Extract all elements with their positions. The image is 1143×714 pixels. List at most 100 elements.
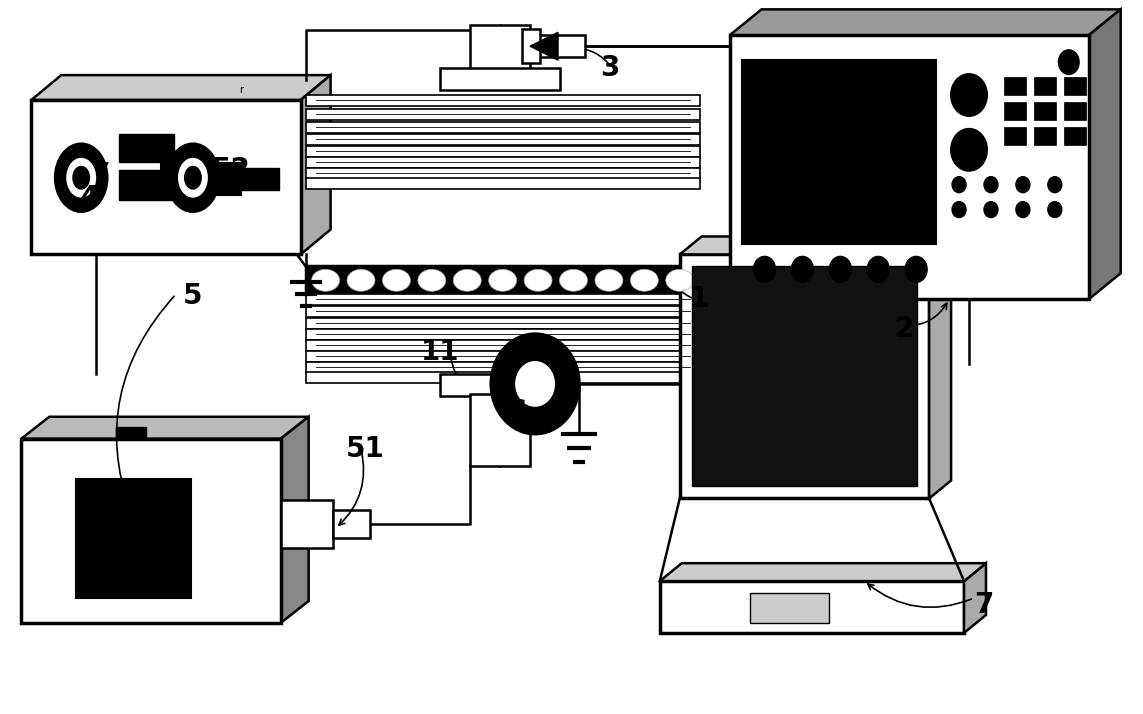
Bar — [31, 100, 301, 254]
Bar — [1004, 77, 1026, 95]
Ellipse shape — [55, 144, 107, 211]
Polygon shape — [22, 417, 309, 438]
Ellipse shape — [1048, 176, 1062, 193]
Ellipse shape — [489, 269, 517, 291]
Bar — [440, 68, 560, 90]
Bar — [1034, 127, 1056, 145]
Ellipse shape — [952, 201, 966, 218]
Text: 3: 3 — [600, 54, 620, 82]
Bar — [305, 122, 700, 133]
Bar — [305, 362, 700, 373]
Bar — [117, 427, 146, 437]
Ellipse shape — [525, 269, 552, 291]
Ellipse shape — [791, 256, 814, 282]
Ellipse shape — [491, 334, 580, 433]
Bar — [305, 95, 700, 106]
Polygon shape — [660, 563, 986, 581]
Bar — [305, 318, 700, 329]
Ellipse shape — [1048, 201, 1062, 218]
Bar — [660, 581, 964, 633]
Ellipse shape — [868, 256, 889, 282]
Bar — [22, 438, 281, 623]
Ellipse shape — [167, 144, 218, 211]
Bar — [470, 394, 530, 466]
Ellipse shape — [184, 166, 202, 190]
Bar — [305, 134, 700, 145]
Text: 7: 7 — [974, 591, 993, 619]
Bar — [750, 593, 830, 623]
Bar — [305, 157, 700, 168]
Ellipse shape — [665, 269, 694, 291]
Ellipse shape — [66, 158, 96, 198]
Polygon shape — [1089, 9, 1120, 299]
Bar — [1004, 127, 1026, 145]
Ellipse shape — [984, 201, 998, 218]
Bar — [305, 109, 700, 120]
Ellipse shape — [951, 74, 988, 116]
Text: 2: 2 — [895, 315, 914, 343]
Bar — [305, 294, 700, 305]
Bar — [729, 35, 1089, 299]
Bar — [530, 35, 585, 57]
Ellipse shape — [1058, 50, 1079, 74]
Text: r: r — [239, 85, 242, 95]
Bar — [305, 372, 700, 383]
Ellipse shape — [383, 269, 410, 291]
Ellipse shape — [178, 158, 208, 198]
Ellipse shape — [596, 269, 623, 291]
Ellipse shape — [1016, 201, 1030, 218]
Bar — [305, 340, 700, 351]
Bar — [77, 478, 191, 598]
Ellipse shape — [515, 361, 555, 407]
Polygon shape — [530, 32, 558, 60]
Bar — [241, 168, 279, 190]
Bar — [742, 60, 936, 244]
Bar — [281, 501, 333, 548]
Bar — [470, 25, 530, 75]
Bar — [119, 134, 174, 162]
Bar — [522, 29, 541, 63]
Ellipse shape — [312, 269, 339, 291]
Text: 5: 5 — [183, 282, 202, 311]
Polygon shape — [929, 236, 951, 498]
Polygon shape — [301, 75, 330, 254]
Bar — [119, 170, 174, 200]
Bar — [161, 163, 241, 195]
Bar — [333, 511, 370, 538]
Bar — [305, 146, 700, 157]
Bar — [305, 168, 700, 178]
Text: 1: 1 — [690, 285, 710, 313]
Bar — [305, 178, 700, 188]
Polygon shape — [680, 254, 929, 498]
Ellipse shape — [984, 176, 998, 193]
Text: 11: 11 — [421, 338, 459, 366]
Bar — [1064, 77, 1086, 95]
Bar — [1034, 102, 1056, 120]
Ellipse shape — [560, 269, 588, 291]
Polygon shape — [31, 75, 330, 100]
Bar — [1064, 127, 1086, 145]
Bar — [305, 266, 700, 294]
Ellipse shape — [952, 176, 966, 193]
Ellipse shape — [753, 256, 775, 282]
Bar — [305, 351, 700, 362]
Ellipse shape — [951, 129, 988, 171]
Text: 6: 6 — [507, 398, 527, 426]
Text: 52: 52 — [211, 156, 250, 183]
Ellipse shape — [630, 269, 658, 291]
Bar — [440, 374, 560, 396]
Ellipse shape — [347, 269, 375, 291]
Bar — [692, 266, 917, 486]
Bar — [305, 306, 700, 317]
Polygon shape — [281, 417, 309, 623]
Ellipse shape — [905, 256, 927, 282]
Bar — [305, 329, 700, 340]
Ellipse shape — [830, 256, 852, 282]
Ellipse shape — [418, 269, 446, 291]
Polygon shape — [729, 9, 1120, 35]
Text: 51: 51 — [346, 435, 385, 463]
Ellipse shape — [454, 269, 481, 291]
Bar — [1004, 102, 1026, 120]
Bar — [1034, 77, 1056, 95]
Ellipse shape — [72, 166, 90, 190]
